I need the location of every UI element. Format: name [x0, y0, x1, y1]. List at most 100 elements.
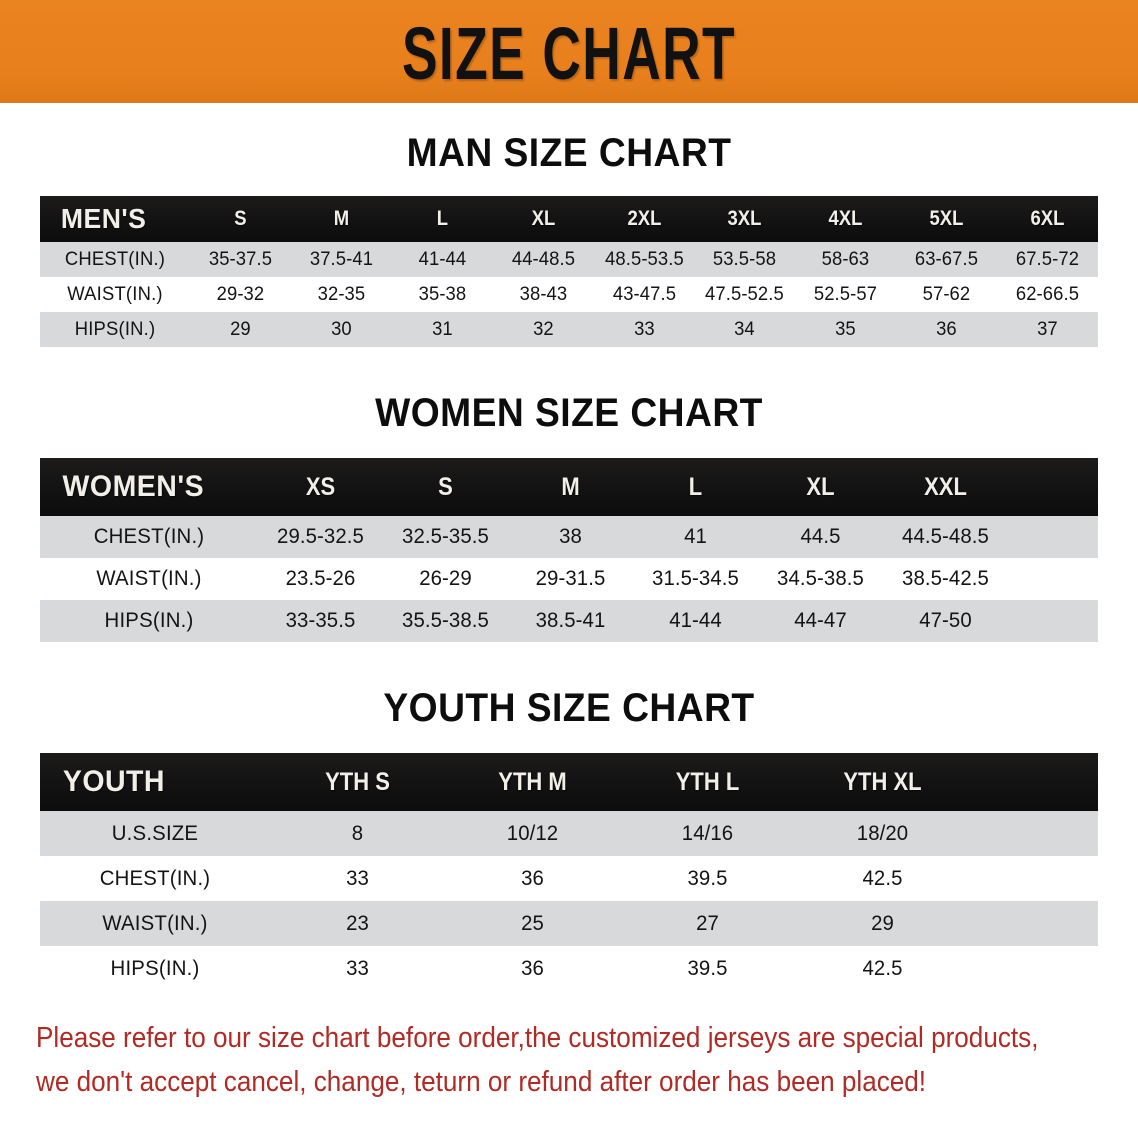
- youth-cell-0-3: 18/20: [856, 821, 909, 845]
- youth-cell-2-1: 25: [521, 911, 544, 935]
- man-cell-2-8: 37: [1037, 318, 1058, 340]
- youth-section-title: YOUTH SIZE CHART: [383, 686, 755, 730]
- youth-cell-2-3: 29: [871, 911, 894, 935]
- women-row-label-1: WAIST(IN.): [96, 567, 202, 590]
- women-size-col-5: XXL: [924, 472, 967, 501]
- youth-table-head: YOUTH YTH S YTH M YTH L YTH XL: [40, 753, 1098, 811]
- man-cell-0-2: 41-44: [418, 248, 467, 270]
- man-cell-1-7: 57-62: [922, 283, 971, 305]
- table-row: U.S.SIZE 8 10/12 14/16 18/20: [40, 811, 1098, 856]
- man-cell-1-0: 29-32: [216, 283, 265, 305]
- page-banner: SIZE CHART: [0, 0, 1138, 103]
- women-row-label-0: CHEST(IN.): [93, 525, 205, 548]
- youth-cell-3-1: 36: [521, 956, 544, 980]
- youth-cell-0-1: 10/12: [506, 821, 559, 845]
- youth-cell-2-2: 27: [696, 911, 719, 935]
- women-cell-2-2: 38.5-41: [535, 609, 606, 632]
- youth-size-table: YOUTH YTH S YTH M YTH L YTH XL U.S.SIZE …: [40, 753, 1098, 991]
- man-cell-0-8: 67.5-72: [1015, 248, 1080, 270]
- women-size-col-2: M: [561, 472, 580, 501]
- disclaimer-line-1: Please refer to our size chart before or…: [36, 1022, 1039, 1054]
- youth-cell-1-1: 36: [521, 866, 544, 890]
- youth-cell-3-2: 39.5: [687, 956, 728, 980]
- table-row: WAIST(IN.) 23.5-26 26-29 29-31.5 31.5-34…: [40, 558, 1098, 600]
- youth-table-body: U.S.SIZE 8 10/12 14/16 18/20 CHEST(IN.) …: [40, 811, 1098, 991]
- women-row-spacer-0: [1008, 516, 1098, 558]
- table-row: CHEST(IN.) 33 36 39.5 42.5: [40, 856, 1098, 901]
- women-cell-0-2: 38: [559, 525, 582, 548]
- table-row: CHEST(IN.) 29.5-32.5 32.5-35.5 38 41 44.…: [40, 516, 1098, 558]
- man-cell-0-7: 63-67.5: [915, 248, 979, 270]
- man-cell-2-2: 31: [431, 318, 453, 340]
- women-cell-1-0: 23.5-26: [285, 567, 356, 590]
- table-row: HIPS(IN.) 29 30 31 32 33 34 35 36 37: [40, 312, 1099, 347]
- youth-cell-0-0: 8: [351, 821, 364, 845]
- man-cell-1-5: 47.5-52.5: [705, 283, 785, 305]
- man-row-label-1: WAIST(IN.): [67, 283, 163, 305]
- women-cell-2-1: 35.5-38.5: [402, 609, 489, 632]
- man-cell-2-4: 33: [633, 318, 655, 340]
- women-chart-wrap: WOMEN'S XS S M L XL XXL CHEST(IN.) 29.5-…: [40, 458, 1098, 642]
- youth-cell-2-0: 23: [346, 911, 369, 935]
- women-cell-2-5: 47-50: [919, 609, 972, 632]
- man-header-row: MEN'S S M L XL 2XL 3XL 4XL 5XL 6XL: [40, 196, 1099, 242]
- women-section-title: WOMEN SIZE CHART: [375, 391, 763, 435]
- women-row-spacer-1: [1008, 558, 1098, 600]
- man-size-col-4: 2XL: [627, 207, 661, 230]
- women-cell-0-3: 41: [684, 525, 707, 548]
- youth-cell-3-0: 33: [346, 956, 369, 980]
- women-cell-0-0: 29.5-32.5: [277, 525, 364, 548]
- man-cell-2-7: 36: [936, 318, 958, 340]
- man-section-title: MAN SIZE CHART: [406, 131, 732, 175]
- man-row-label-0: CHEST(IN.): [64, 248, 166, 270]
- women-size-col-3: L: [688, 472, 703, 501]
- man-size-col-8: 6XL: [1030, 207, 1065, 230]
- youth-row-spacer-2: [970, 901, 1098, 946]
- man-size-col-1: M: [333, 207, 350, 230]
- women-size-col-4: XL: [806, 472, 835, 501]
- women-row-label-2: HIPS(IN.): [104, 609, 194, 632]
- man-cell-2-6: 35: [835, 318, 857, 340]
- youth-cell-3-3: 42.5: [862, 956, 903, 980]
- youth-header-label: YOUTH: [62, 765, 165, 798]
- banner-title: SIZE CHART: [401, 11, 737, 95]
- youth-cell-1-0: 33: [346, 866, 369, 890]
- women-cell-2-3: 41-44: [669, 609, 722, 632]
- man-cell-0-5: 53.5-58: [713, 248, 777, 270]
- man-cell-2-5: 34: [734, 318, 756, 340]
- man-chart-wrap: MEN'S S M L XL 2XL 3XL 4XL 5XL 6XL CHEST…: [40, 196, 1099, 347]
- youth-chart-wrap: YOUTH YTH S YTH M YTH L YTH XL U.S.SIZE …: [40, 753, 1098, 991]
- women-cell-1-2: 29-31.5: [535, 567, 606, 590]
- women-header-label: WOMEN'S: [62, 470, 205, 503]
- man-cell-2-3: 32: [532, 318, 554, 340]
- table-row: CHEST(IN.) 35-37.5 37.5-41 41-44 44-48.5…: [40, 242, 1099, 277]
- women-size-col-1: S: [438, 472, 453, 501]
- man-size-table: MEN'S S M L XL 2XL 3XL 4XL 5XL 6XL CHEST…: [40, 196, 1099, 347]
- man-cell-1-3: 38-43: [519, 283, 567, 305]
- women-cell-1-4: 34.5-38.5: [777, 567, 864, 590]
- table-row: WAIST(IN.) 29-32 32-35 35-38 38-43 43-47…: [40, 277, 1099, 312]
- man-header-label: MEN'S: [60, 203, 147, 234]
- youth-row-spacer-0: [970, 811, 1098, 856]
- youth-row-label-0: U.S.SIZE: [111, 821, 199, 845]
- man-cell-1-4: 43-47.5: [612, 283, 676, 305]
- disclaimer-line-2: we don't accept cancel, change, teturn o…: [36, 1065, 927, 1098]
- youth-row-spacer-1: [970, 856, 1098, 901]
- youth-size-col-0: YTH S: [325, 767, 390, 796]
- women-cell-0-5: 44.5-48.5: [902, 525, 989, 548]
- man-cell-1-6: 52.5-57: [814, 283, 878, 305]
- man-cell-2-0: 29: [230, 318, 251, 340]
- man-cell-0-0: 35-37.5: [208, 248, 273, 270]
- man-cell-2-1: 30: [330, 318, 352, 340]
- man-cell-1-8: 62-66.5: [1015, 283, 1080, 305]
- women-size-col-0: XS: [305, 472, 336, 501]
- disclaimer-note: Please refer to our size chart before or…: [36, 1017, 1039, 1104]
- women-header-row: WOMEN'S XS S M L XL XXL: [40, 458, 1098, 516]
- man-cell-0-1: 37.5-41: [309, 248, 373, 270]
- man-size-col-7: 5XL: [929, 207, 964, 230]
- women-cell-0-1: 32.5-35.5: [402, 525, 489, 548]
- youth-row-label-2: WAIST(IN.): [102, 911, 208, 935]
- women-cell-2-0: 33-35.5: [285, 609, 356, 632]
- women-table-body: CHEST(IN.) 29.5-32.5 32.5-35.5 38 41 44.…: [40, 516, 1098, 642]
